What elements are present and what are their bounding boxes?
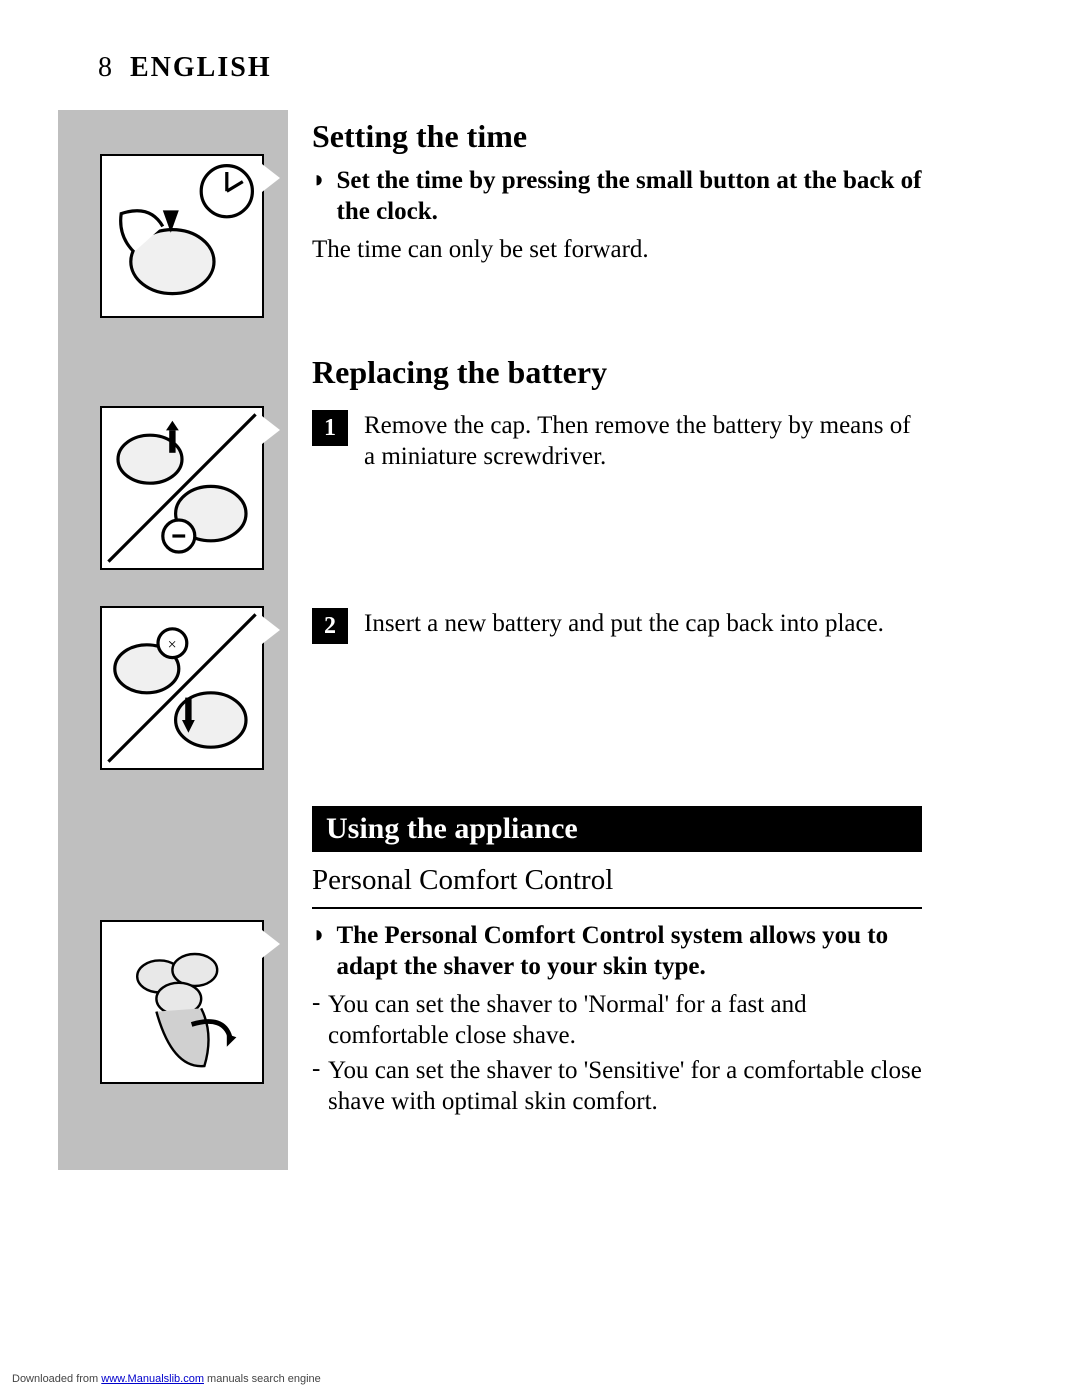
- callout-pointer: [262, 930, 280, 958]
- horizontal-rule: [312, 907, 922, 909]
- lead-text: The Personal Comfort Control system allo…: [337, 920, 923, 983]
- footer-pre: Downloaded from: [12, 1373, 101, 1385]
- note-text: The time can only be set forward.: [312, 234, 922, 265]
- shaver-comfort-illustration: [100, 920, 264, 1084]
- step-text: Set the time by pressing the small butto…: [337, 165, 923, 228]
- dash-item: - You can set the shaver to 'Sensitive' …: [312, 1055, 922, 1118]
- footer-link[interactable]: www.Manualslib.com: [101, 1373, 204, 1385]
- step-1-row: 1 Remove the cap. Then remove the batter…: [312, 410, 922, 479]
- heading-replacing-battery: Replacing the battery: [312, 354, 922, 391]
- page-number: 8: [98, 52, 112, 83]
- comfort-control-text: ◗ The Personal Comfort Control system al…: [312, 920, 922, 1122]
- illus-svg: [102, 408, 262, 568]
- illus-svg: ×: [102, 608, 262, 768]
- step-item: ◗ Set the time by pressing the small but…: [312, 165, 922, 228]
- lead-item: ◗ The Personal Comfort Control system al…: [312, 920, 922, 983]
- svg-text:×: ×: [168, 637, 177, 654]
- callout-pointer: [262, 616, 280, 644]
- callout-pointer: [262, 164, 280, 192]
- step-text: Insert a new battery and put the cap bac…: [364, 608, 884, 639]
- section-bar-heading: Using the appliance: [312, 806, 922, 852]
- footer: Downloaded from www.Manualslib.com manua…: [12, 1373, 321, 1385]
- step-number-box: 2: [312, 608, 348, 644]
- step-number-box: 1: [312, 410, 348, 446]
- clock-set-illustration: [100, 154, 264, 318]
- illus-svg: [102, 922, 262, 1082]
- dash-item: - You can set the shaver to 'Normal' for…: [312, 989, 922, 1052]
- section-replacing-battery: Replacing the battery: [312, 354, 922, 401]
- callout-pointer: [262, 416, 280, 444]
- subheading: Personal Comfort Control: [312, 864, 922, 897]
- dash-text: You can set the shaver to 'Sensitive' fo…: [328, 1055, 922, 1118]
- pointer-bullet-icon: ◗: [312, 920, 327, 950]
- dash-bullet: -: [312, 989, 328, 1017]
- pointer-bullet-icon: ◗: [312, 165, 327, 195]
- illus-svg: [102, 156, 262, 316]
- remove-battery-illustration: [100, 406, 264, 570]
- page-header: 8 ENGLISH: [98, 52, 272, 84]
- step-2-row: 2 Insert a new battery and put the cap b…: [312, 608, 922, 650]
- section-using-appliance: Using the appliance Personal Comfort Con…: [312, 806, 922, 925]
- insert-battery-illustration: ×: [100, 606, 264, 770]
- heading-setting-time: Setting the time: [312, 118, 922, 155]
- dash-text: You can set the shaver to 'Normal' for a…: [328, 989, 922, 1052]
- language-label: ENGLISH: [130, 52, 272, 83]
- footer-post: manuals search engine: [204, 1373, 321, 1385]
- section-setting-time: Setting the time ◗ Set the time by press…: [312, 118, 922, 265]
- step-text: Remove the cap. Then remove the battery …: [364, 410, 922, 473]
- dash-bullet: -: [312, 1055, 328, 1083]
